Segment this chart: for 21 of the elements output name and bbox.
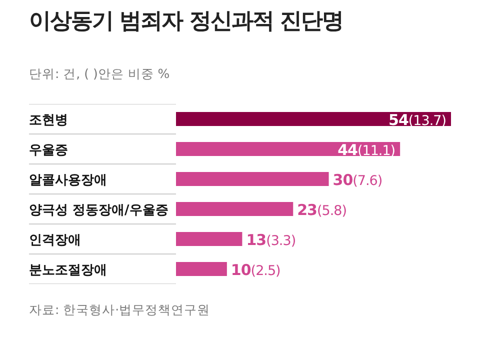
data-label: 23(5.8) [297, 201, 347, 219]
data-label: 13(3.3) [246, 231, 296, 249]
bar [176, 172, 329, 186]
data-label: 44(11.1) [338, 141, 396, 159]
y-tick-label: 알콜사용장애 [29, 173, 107, 188]
text: 자료: 한국형사·법무정책연구원 [29, 302, 210, 319]
bar [176, 232, 242, 246]
data-label: 54(13.7) [388, 111, 446, 129]
bar [176, 112, 451, 126]
bar [176, 142, 400, 156]
y-tick-label: 조현병 [29, 113, 68, 128]
y-tick-label: 인격장애 [29, 233, 81, 248]
chart-subtitle: 단위: 건, ( )안은 비중 % [29, 66, 170, 83]
data-label: 30(7.6) [332, 171, 382, 189]
y-tick-label: 양극성 정동장애/우울증 [29, 203, 168, 218]
bar [176, 262, 227, 276]
bar [176, 202, 294, 216]
y-tick-label: 우울증 [29, 143, 68, 158]
chart-title: 이상동기 범죄자 정신과적 진단명 [29, 8, 343, 36]
y-tick-label: 분노조절장애 [29, 263, 107, 278]
data-label: 10(2.5) [230, 261, 281, 279]
